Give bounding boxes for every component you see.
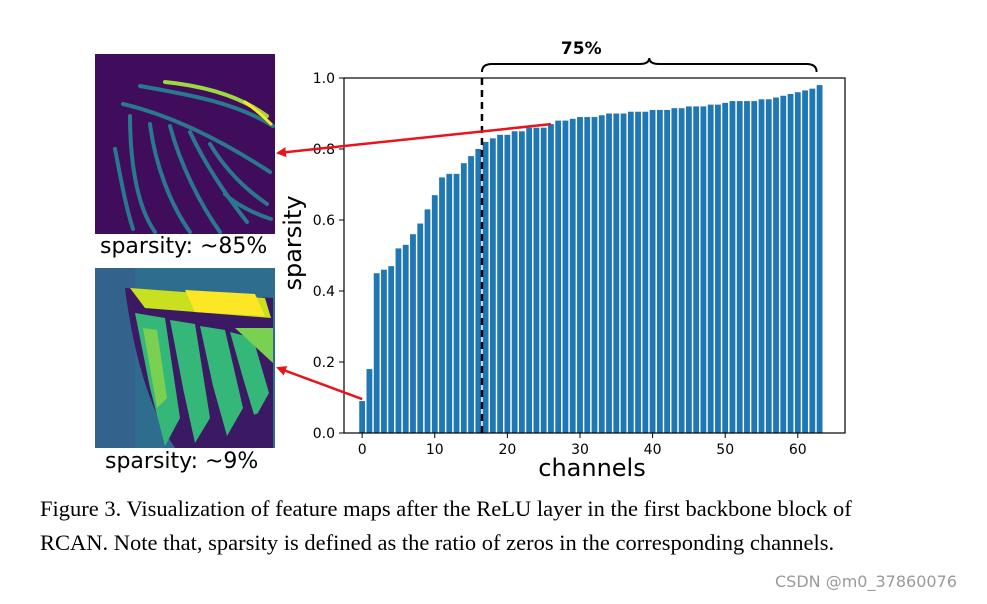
bar-channel-55 (758, 99, 765, 434)
y-axis-ticks: 0.0 0.2 0.4 0.6 0.8 1.0 (313, 71, 344, 442)
bar-channel-49 (715, 104, 721, 433)
bar-channel-13 (453, 173, 460, 433)
x-tick-label: 20 (498, 442, 516, 458)
bar-channel-2 (373, 273, 380, 433)
bar-channel-1 (366, 369, 373, 433)
bar-channel-17 (482, 141, 489, 433)
bar-channel-51 (729, 101, 736, 433)
y-tick-label: 1.0 (313, 71, 335, 87)
bar-channel-63 (816, 85, 823, 433)
bar-channel-33 (598, 115, 605, 434)
bar-channel-19 (497, 134, 504, 434)
thumbnail-label-sparse: sparsity: ~85% (100, 234, 268, 259)
y-tick-label: 0.8 (313, 142, 335, 158)
bar-channel-60 (794, 92, 801, 433)
bar-channel-24 (533, 127, 540, 433)
x-tick-label: 60 (789, 442, 807, 458)
bar-channel-32 (591, 117, 598, 434)
y-tick-label: 0.4 (313, 284, 335, 300)
bar-channel-21 (511, 131, 518, 433)
bar-channel-47 (700, 106, 707, 434)
thumbnail-label-dense: sparsity: ~9% (105, 449, 259, 474)
bar-channel-18 (489, 138, 496, 433)
x-tick-label: 10 (426, 442, 444, 458)
bar-channel-62 (809, 88, 816, 434)
x-tick-label: 0 (358, 442, 367, 458)
bar-channel-39 (642, 111, 649, 433)
feature-map-sparse (95, 54, 275, 234)
bar-channel-58 (780, 95, 787, 433)
bar-channel-36 (620, 113, 627, 433)
brace-label: 75% (561, 39, 602, 59)
percentage-brace (480, 57, 818, 73)
bar-channel-61 (802, 90, 808, 434)
bar-channel-45 (685, 106, 692, 434)
bar-channel-27 (555, 120, 562, 433)
bar-channel-9 (424, 209, 431, 433)
bar-channel-26 (548, 124, 554, 434)
y-tick-label: 0.2 (313, 355, 335, 371)
bar-channel-57 (773, 97, 779, 434)
bar-channel-29 (569, 118, 576, 433)
bar-channel-53 (744, 101, 750, 433)
bar-channel-50 (722, 102, 729, 433)
bar-group (359, 85, 823, 434)
bar-channel-46 (693, 106, 700, 434)
bar-channel-40 (649, 109, 656, 433)
bar-channel-16 (475, 149, 482, 433)
y-tick-label: 0.6 (313, 213, 335, 229)
bar-channel-48 (707, 104, 714, 433)
bar-channel-43 (671, 108, 678, 434)
bar-channel-11 (439, 177, 445, 433)
bar-channel-0 (359, 401, 366, 433)
bar-channel-59 (787, 93, 794, 433)
bar-channel-34 (606, 113, 612, 433)
bar-channel-31 (584, 117, 591, 434)
bar-channel-28 (562, 120, 569, 433)
watermark: CSDN @m0_37860076 (775, 572, 957, 591)
sparsity-bar-chart: 0.0 0.2 0.4 0.6 0.8 1.0 0 10 20 30 40 50 60 sparsit… (276, 39, 846, 482)
bar-channel-35 (613, 113, 620, 433)
bar-channel-10 (431, 195, 438, 433)
arrow-to-sparse-map (276, 122, 552, 158)
bar-channel-6 (402, 244, 409, 433)
bar-channel-8 (417, 223, 424, 433)
bar-channel-15 (468, 156, 474, 433)
bar-channel-12 (446, 173, 453, 433)
feature-map-dense (95, 268, 275, 448)
plot-area-frame (343, 77, 846, 434)
bar-channel-38 (635, 111, 641, 433)
bar-channel-54 (751, 101, 758, 433)
bar-channel-44 (678, 108, 685, 434)
x-axis-ticks: 0 10 20 30 40 50 60 (358, 433, 807, 458)
bar-channel-7 (410, 234, 416, 433)
figure-caption: Figure 3. Visualization of feature maps … (40, 496, 852, 555)
bar-channel-30 (577, 117, 583, 434)
x-tick-label: 30 (571, 442, 589, 458)
bar-channel-20 (504, 134, 511, 434)
bar-channel-41 (656, 109, 663, 433)
bar-channel-25 (540, 127, 547, 433)
y-axis-label: sparsity (279, 195, 307, 290)
arrow-to-dense-map (276, 366, 363, 401)
bar-channel-14 (460, 163, 467, 433)
x-tick-label: 50 (716, 442, 734, 458)
bar-channel-4 (388, 266, 395, 433)
bar-channel-52 (736, 101, 743, 433)
bar-channel-5 (395, 248, 402, 433)
bar-channel-3 (381, 269, 387, 433)
x-axis-label: channels (538, 454, 645, 482)
bar-channel-56 (765, 99, 772, 434)
bar-channel-42 (664, 109, 671, 433)
x-tick-label: 40 (644, 442, 662, 458)
bar-channel-22 (518, 131, 525, 433)
bar-channel-23 (526, 127, 533, 433)
y-tick-label: 0.0 (313, 426, 335, 442)
bar-channel-37 (627, 111, 634, 433)
